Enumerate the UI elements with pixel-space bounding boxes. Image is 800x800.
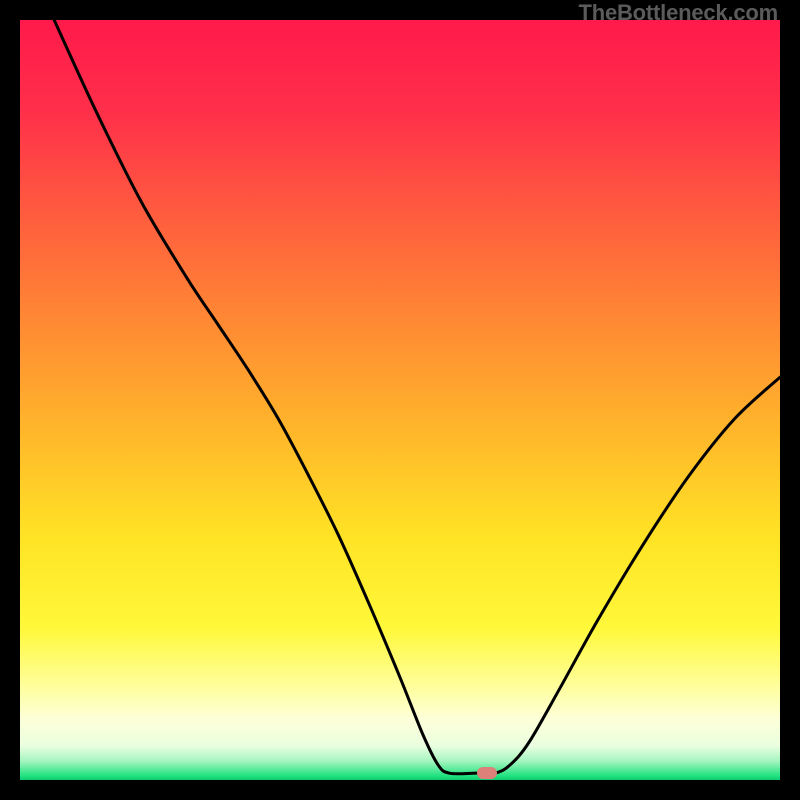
- bottleneck-curve: [20, 20, 780, 780]
- watermark-text: TheBottleneck.com: [578, 0, 778, 26]
- optimal-marker: [477, 767, 497, 779]
- plot-area: [20, 20, 780, 780]
- chart-frame: TheBottleneck.com: [0, 0, 800, 800]
